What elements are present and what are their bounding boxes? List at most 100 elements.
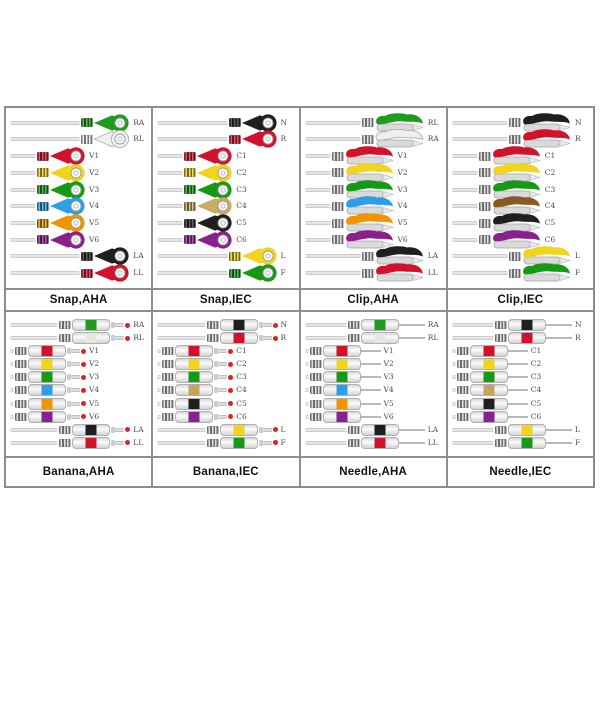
banana-pin	[71, 414, 80, 419]
clip-connector-icon	[375, 263, 424, 282]
caption-text: Snap,AHA	[49, 294, 108, 306]
cable-strain-relief	[15, 399, 27, 408]
cable-strain-relief	[228, 134, 241, 144]
caption-clip-aha: Clip,AHA	[299, 289, 447, 311]
cable	[10, 427, 59, 432]
snap-connector-icon	[94, 264, 129, 282]
panel-clip-aha: RL RA V1 V2 V3 V4 V5 V6 LA LL	[299, 107, 447, 289]
lead-label: LL	[427, 437, 438, 447]
clip-connector-icon	[492, 230, 541, 249]
lead-label: V2	[383, 359, 394, 369]
connector-body	[28, 397, 66, 410]
cable	[304, 221, 331, 226]
lead-row-V5: V5	[304, 397, 443, 410]
cable	[451, 401, 456, 406]
connector-body	[28, 345, 66, 358]
banana-tip	[228, 374, 234, 380]
lead-color-band	[483, 398, 495, 409]
cable-strain-relief	[59, 425, 72, 434]
cable	[157, 440, 206, 445]
cable-strain-relief	[456, 412, 469, 421]
needle-pin	[398, 337, 425, 340]
lead-row-V3: V3	[304, 371, 443, 384]
banana-pin	[262, 427, 272, 432]
cable-strain-relief	[309, 386, 322, 395]
lead-row-C6: C6	[451, 230, 590, 249]
clip-connector-icon	[375, 246, 424, 265]
lead-label: C5	[236, 398, 247, 408]
lead-row-LA: LA	[10, 423, 148, 436]
cable	[157, 254, 228, 259]
cable	[157, 154, 184, 159]
lead-row-C1: C1	[451, 146, 590, 165]
lead-label: N	[575, 117, 582, 127]
lead-row-C4: C4	[157, 384, 295, 397]
connector-neck	[214, 400, 219, 407]
banana-pin	[218, 388, 228, 393]
cable	[304, 440, 347, 445]
clip-connector-icon	[375, 129, 424, 148]
cable-strain-relief	[162, 360, 175, 369]
lead-label: V6	[89, 411, 100, 421]
panel-snap-iec: N R C1 C2 C3 C4 C5 C6 L F	[152, 107, 300, 289]
banana-tip	[125, 427, 131, 433]
cable-strain-relief	[361, 251, 374, 261]
cable	[157, 375, 162, 380]
lead-label: RA	[133, 320, 145, 330]
lead-row-V4: V4	[10, 197, 148, 215]
lead-row-V2: V2	[304, 163, 443, 182]
lead-label: V4	[397, 201, 408, 211]
lead-row-RA: RA	[304, 129, 443, 148]
connector-body	[175, 345, 214, 358]
connector-body	[469, 371, 508, 384]
lead-label: LL	[427, 268, 438, 278]
cable	[451, 187, 478, 192]
lead-label: C2	[236, 167, 247, 177]
lead-row-C2: C2	[451, 163, 590, 182]
cable	[451, 375, 456, 380]
clip-connector-icon	[345, 213, 394, 232]
connector-body	[72, 332, 111, 345]
cable	[304, 120, 361, 125]
lead-color-band	[336, 385, 347, 396]
lead-color-band	[336, 346, 347, 357]
connector-body	[175, 371, 214, 384]
lead-color-band	[483, 411, 495, 422]
connector-neck	[111, 426, 116, 433]
banana-pin	[115, 440, 125, 445]
lead-row-RA: RA	[304, 319, 443, 332]
connector-neck	[214, 361, 219, 368]
cable-strain-relief	[509, 268, 521, 278]
clip-connector-icon	[492, 179, 541, 198]
needle-pin	[546, 337, 572, 340]
caption-text: Needle,IEC	[489, 466, 552, 478]
lead-row-LA: LA	[304, 423, 443, 436]
lead-color-band	[41, 411, 53, 422]
lead-label: C4	[236, 385, 247, 395]
lead-row-V3: V3	[10, 180, 148, 199]
connector-neck	[258, 335, 263, 342]
connector-body	[322, 397, 361, 410]
banana-pin	[218, 414, 228, 419]
cable	[451, 221, 478, 226]
connector-body	[360, 319, 399, 332]
connector-body	[28, 384, 66, 397]
lead-row-F: F	[451, 436, 590, 449]
cable	[10, 170, 36, 175]
cable-strain-relief	[495, 321, 507, 330]
cable-strain-relief	[81, 118, 94, 128]
banana-tip	[272, 427, 278, 433]
caption-banana-iec: Banana,IEC	[152, 457, 300, 487]
banana-tip	[272, 322, 278, 328]
connector-neck	[67, 400, 71, 407]
lead-color-band	[374, 320, 386, 331]
snap-connector-icon	[50, 180, 85, 199]
connector-body	[469, 345, 508, 358]
snap-connector-icon	[197, 164, 232, 182]
connector-body	[322, 358, 361, 371]
cable-strain-relief	[495, 425, 507, 434]
cable	[304, 187, 331, 192]
cable	[10, 154, 36, 159]
lead-label: C2	[236, 359, 247, 369]
lead-row-V1: V1	[10, 345, 148, 358]
